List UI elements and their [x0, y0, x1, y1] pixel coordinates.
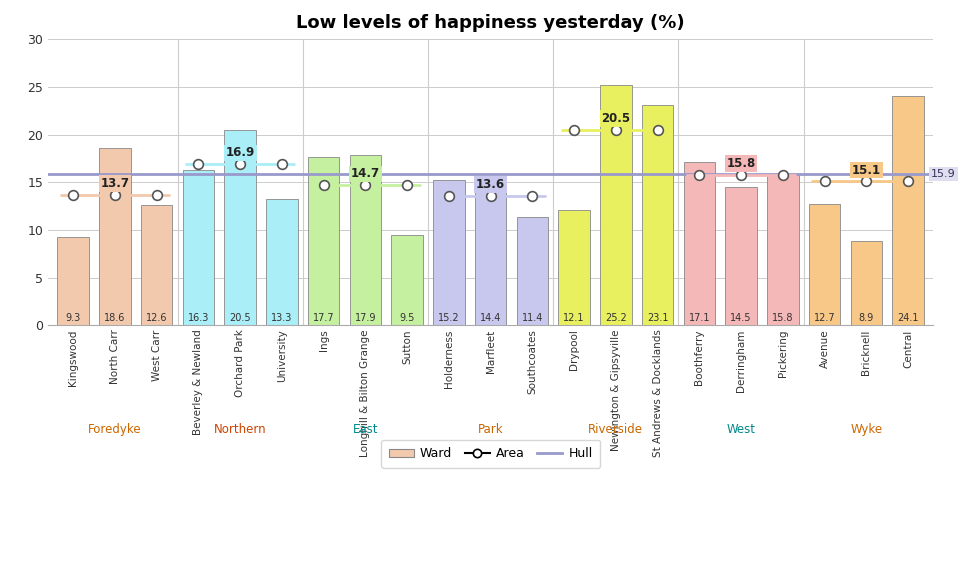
Text: East: East	[353, 422, 378, 436]
Bar	[808, 204, 839, 325]
Text: 23.1: 23.1	[646, 313, 668, 323]
Bar	[141, 205, 172, 325]
Bar	[725, 187, 756, 325]
Text: 20.5: 20.5	[229, 313, 251, 323]
Bar	[266, 199, 297, 325]
Bar	[600, 85, 630, 325]
Bar	[475, 188, 505, 325]
Bar	[58, 237, 88, 325]
Text: 14.4: 14.4	[480, 313, 501, 323]
Text: 9.3: 9.3	[65, 313, 81, 323]
Text: 13.7: 13.7	[100, 177, 130, 190]
Text: 14.5: 14.5	[729, 313, 752, 323]
Text: 16.3: 16.3	[187, 313, 209, 323]
Text: 12.7: 12.7	[813, 313, 834, 323]
Text: Foredyke: Foredyke	[88, 422, 141, 436]
Bar	[391, 234, 422, 325]
Text: 25.2: 25.2	[604, 313, 626, 323]
Text: 15.1: 15.1	[850, 164, 880, 177]
Bar	[766, 174, 798, 325]
Bar	[850, 241, 881, 325]
Text: West: West	[726, 422, 754, 436]
Bar	[892, 95, 923, 325]
Text: 12.6: 12.6	[146, 313, 167, 323]
Text: Park: Park	[478, 422, 503, 436]
Text: Riverside: Riverside	[588, 422, 643, 436]
Text: 15.8: 15.8	[772, 313, 793, 323]
Bar	[350, 155, 381, 325]
Text: 17.9: 17.9	[355, 313, 376, 323]
Bar	[516, 217, 548, 325]
Bar	[224, 130, 256, 325]
Text: 15.2: 15.2	[437, 313, 459, 323]
Text: 11.4: 11.4	[521, 313, 543, 323]
Text: Wyke: Wyke	[850, 422, 881, 436]
Title: Low levels of happiness yesterday (%): Low levels of happiness yesterday (%)	[296, 14, 684, 32]
Text: 17.7: 17.7	[312, 313, 334, 323]
Bar	[432, 181, 464, 325]
Text: 18.6: 18.6	[104, 313, 126, 323]
Text: 13.3: 13.3	[271, 313, 292, 323]
Bar	[183, 170, 213, 325]
Text: 17.1: 17.1	[688, 313, 709, 323]
Text: 9.5: 9.5	[399, 313, 414, 323]
Text: 13.6: 13.6	[476, 178, 505, 191]
Text: 16.9: 16.9	[225, 146, 255, 159]
Text: 15.9: 15.9	[930, 169, 955, 179]
Text: 20.5: 20.5	[601, 112, 629, 125]
Text: 8.9: 8.9	[858, 313, 873, 323]
Text: 12.1: 12.1	[563, 313, 584, 323]
Text: 14.7: 14.7	[351, 167, 380, 181]
Bar	[683, 162, 714, 325]
Text: 24.1: 24.1	[897, 313, 918, 323]
Bar	[641, 105, 673, 325]
Legend: Ward, Area, Hull: Ward, Area, Hull	[381, 440, 600, 468]
Bar	[99, 148, 131, 325]
Text: Northern: Northern	[213, 422, 266, 436]
Bar	[558, 210, 589, 325]
Text: 15.8: 15.8	[726, 157, 755, 170]
Bar	[308, 157, 339, 325]
